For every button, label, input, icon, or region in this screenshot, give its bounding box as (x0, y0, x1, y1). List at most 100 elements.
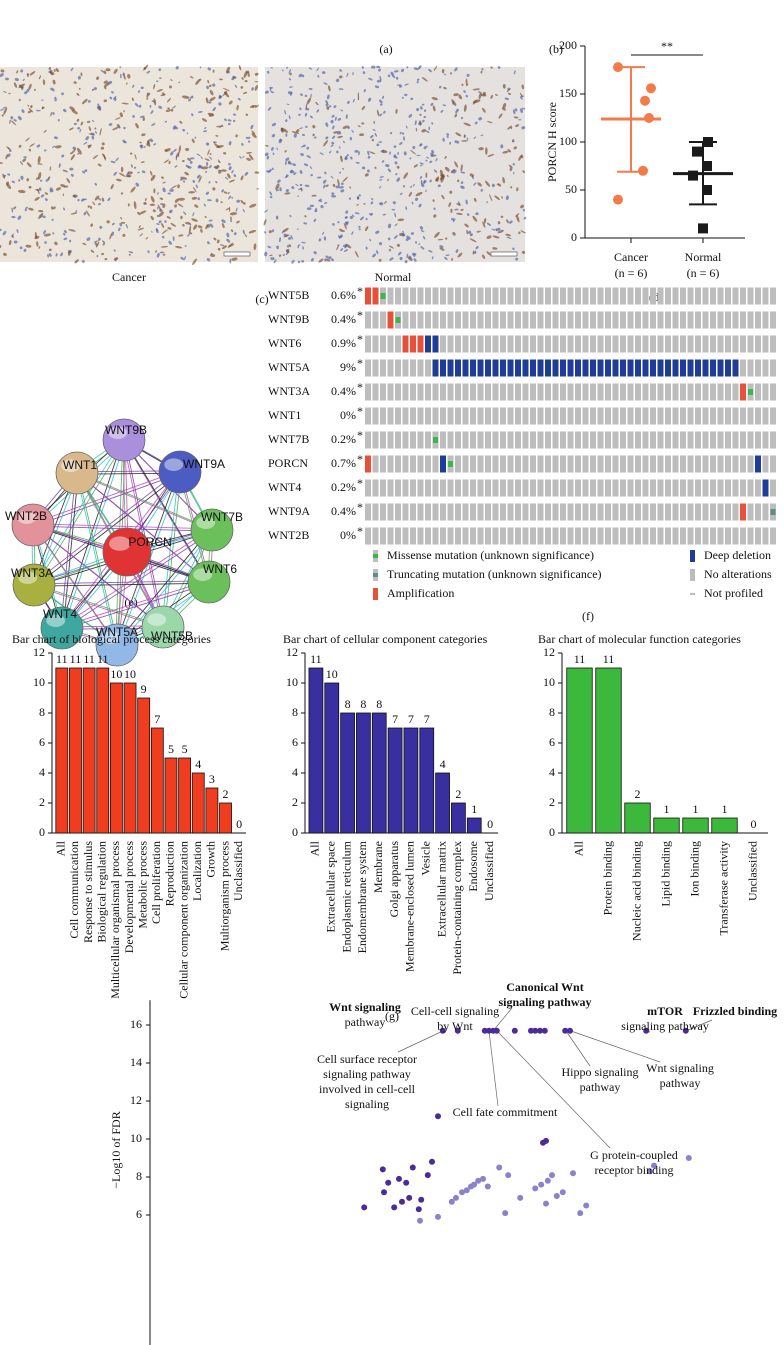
data-point (703, 137, 713, 147)
tissue-texture (425, 189, 427, 193)
tissue-texture (437, 184, 441, 188)
node-highlight (109, 536, 131, 551)
sample-cell (507, 455, 514, 473)
tissue-texture (228, 179, 235, 183)
tissue-texture (314, 210, 317, 213)
sample-cell (755, 287, 761, 305)
tissue-texture (372, 253, 377, 258)
tissue-texture (29, 185, 32, 189)
tissue-texture (515, 257, 519, 261)
tissue-texture (520, 108, 523, 113)
tissue-texture (486, 222, 491, 226)
tissue-texture (120, 216, 123, 220)
tissue-texture (134, 153, 137, 160)
sample-cell (447, 479, 454, 497)
tissue-texture (244, 171, 249, 176)
tissue-texture (246, 157, 252, 161)
tissue-texture (354, 212, 360, 215)
tissue-texture (134, 102, 139, 107)
scatter-point (528, 1027, 534, 1034)
tissue-texture (52, 232, 55, 235)
tissue-texture (431, 256, 434, 260)
scatter-point (403, 1179, 410, 1186)
tissue-texture (126, 171, 130, 175)
sample-cell (530, 407, 536, 425)
tissue-texture (323, 140, 329, 147)
tissue-texture (167, 192, 171, 195)
tissue-texture (271, 167, 274, 171)
sample-cell (657, 527, 664, 545)
x-tick-label: Localization (190, 841, 204, 901)
tissue-texture (367, 169, 370, 173)
tissue-texture (206, 241, 210, 245)
tissue-texture (444, 155, 447, 159)
tissue-texture (29, 143, 35, 147)
data-point (640, 95, 650, 106)
tissue-texture (282, 254, 286, 256)
sample-cell (567, 383, 574, 401)
tissue-texture (324, 171, 327, 175)
x-tick-label: All (571, 840, 585, 856)
tissue-texture (494, 94, 498, 96)
tissue-texture (433, 169, 438, 173)
tissue-texture (486, 201, 488, 204)
sample-cell (477, 527, 484, 545)
tissue-texture (466, 137, 469, 141)
tissue-texture (254, 85, 259, 91)
tissue-texture (247, 140, 251, 143)
gene-name: WNT2B (268, 528, 309, 542)
sample-cell (462, 311, 469, 329)
tissue-texture (404, 93, 408, 96)
y-tick-label: 4 (39, 765, 45, 779)
tissue-texture (223, 191, 228, 194)
sample-cell (515, 455, 521, 473)
tissue-texture (403, 151, 407, 156)
sample-cell (492, 479, 499, 497)
tissue-texture (451, 217, 455, 221)
sample-cell (455, 455, 461, 473)
sample-cell (380, 311, 386, 329)
sample-cell (387, 335, 394, 353)
sample-cell (665, 503, 671, 521)
sample-cell (440, 503, 446, 521)
tissue-texture (387, 223, 392, 229)
sample-cell (717, 527, 724, 545)
sample-cell (545, 527, 551, 545)
tissue-texture (383, 110, 386, 114)
gene-percent: 0.6% (331, 288, 356, 302)
sample-cell (515, 287, 521, 305)
tissue-texture (212, 69, 215, 73)
sample-cell (582, 311, 589, 329)
node-highlight (17, 511, 37, 524)
network-edge (62, 530, 214, 630)
scatter-point (454, 1027, 461, 1034)
scatter-point (417, 1217, 423, 1224)
tissue-texture (399, 142, 403, 146)
tissue-texture (339, 75, 343, 79)
tissue-texture (496, 183, 500, 186)
scatter-point (459, 1189, 465, 1196)
sample-cell (552, 335, 559, 353)
tissue-texture (27, 104, 30, 107)
sample-cell (410, 527, 416, 545)
tissue-texture (313, 251, 317, 255)
tissue-texture (81, 259, 85, 263)
tissue-texture (268, 230, 272, 234)
scatter-point (643, 1027, 650, 1034)
sample-cell (680, 287, 686, 305)
y-tick-label: 0 (571, 230, 577, 244)
sample-cell (372, 455, 379, 473)
annotation: signaling pathway (323, 1067, 411, 1081)
tissue-texture (71, 148, 76, 155)
sample-cell (687, 407, 694, 425)
tissue-texture (454, 208, 459, 211)
tissue-texture (96, 76, 100, 80)
sample-cell (432, 503, 439, 521)
scatter-point (517, 1194, 524, 1201)
tissue-texture (229, 220, 233, 223)
tissue-texture (343, 249, 349, 252)
sample-cell (567, 407, 574, 425)
sample-cell (470, 335, 476, 353)
tissue-texture (149, 104, 152, 108)
sample-cell (755, 479, 761, 497)
